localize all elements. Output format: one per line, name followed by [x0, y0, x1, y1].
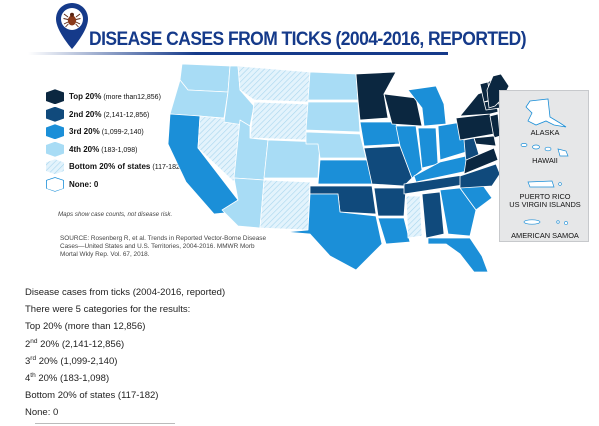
text-description: Disease cases from ticks (2004-2016, rep…	[25, 284, 225, 422]
text-item: Bottom 20% of states (117-182)	[25, 387, 225, 404]
legend-swatch-top	[46, 89, 64, 105]
territory-label-us-virgin-islands: US VIRGIN ISLANDS	[509, 200, 581, 209]
text-item-range: 20% (1,099-2,140)	[36, 355, 118, 367]
legend-range: (more than12,856)	[103, 94, 161, 102]
legend-swatch-fourth	[46, 141, 64, 157]
page-title: DISEASE CASES FROM TICKS (2004-2016, REP…	[89, 29, 527, 50]
state-pennsylvania	[455, 113, 495, 141]
text-item-suffix: th	[30, 371, 36, 379]
map-pin-icon	[56, 3, 88, 49]
legend-label: Bottom 20% of states	[69, 162, 151, 172]
legend-label: None: 0	[69, 179, 99, 189]
state-montana	[237, 65, 311, 103]
state-texas	[285, 193, 383, 271]
text-item-label: Top 20% (more than 12,856)	[25, 321, 146, 333]
hawaii-shape	[520, 143, 569, 157]
text-item-label: Bottom 20% of states (117-182)	[25, 390, 159, 402]
text-item-label: 3	[25, 355, 31, 367]
legend-swatch-bottom	[46, 159, 64, 174]
state-indiana	[417, 127, 439, 169]
state-florida	[427, 237, 489, 272]
legend-range: (117-182)	[152, 164, 183, 172]
text-item: 4th 20% (183-1,098)	[25, 370, 225, 387]
legend-item-second: 2nd 20% (2,141-12,856)	[46, 106, 182, 124]
text-item-label: 4	[25, 372, 31, 384]
text-item: None: 0	[25, 404, 225, 421]
text-item-range: 20% (183-1,098)	[35, 372, 110, 384]
legend-range: (183-1,098)	[101, 146, 138, 154]
state-washington	[179, 63, 231, 93]
state-louisiana	[377, 217, 411, 245]
legend-label: 4th 20%	[69, 144, 100, 154]
state-michigan	[407, 85, 447, 127]
legend-item-fourth: 4th 20% (183-1,098)	[46, 141, 182, 159]
title-underline	[28, 52, 448, 55]
text-item-label: 2	[25, 338, 31, 350]
state-kansas	[317, 159, 373, 185]
alaska-shape	[525, 98, 567, 128]
state-virginia	[463, 147, 499, 175]
state-nebraska	[305, 131, 367, 159]
divider	[35, 423, 175, 426]
state-wisconsin	[383, 93, 423, 127]
state-minnesota	[355, 71, 397, 121]
territory-label-alaska: ALASKA	[530, 128, 560, 137]
american-samoa-shape	[523, 219, 568, 225]
legend-swatch-third	[46, 124, 64, 140]
territory-label-hawaii: HAWAII	[532, 156, 558, 165]
territories-panel: ALASKA HAWAII PUERTO RICO US VIRGIN ISLA…	[499, 90, 589, 242]
territory-label-american-samoa: AMERICAN SAMOA	[511, 231, 579, 240]
text-item: 3rd 20% (1,099-2,140)	[25, 353, 225, 370]
legend-label: 3rd 20%	[69, 127, 100, 137]
state-georgia	[439, 187, 477, 237]
legend-item-bottom: Bottom 20% of states (117-182)	[46, 158, 182, 176]
state-iowa	[359, 121, 401, 147]
legend-range: (1,099-2,140)	[101, 129, 144, 137]
state-maine-shape	[486, 73, 510, 109]
us-choropleth-map	[167, 63, 500, 272]
legend-label: Top 20%	[69, 92, 102, 102]
legend-swatch-second	[46, 106, 64, 122]
legend: Top 20% (more than12,856) 2nd 20% (2,141-1…	[46, 88, 182, 193]
legend-range: (2,141-12,856)	[103, 111, 150, 119]
territory-label-puerto-rico: PUERTO RICO	[519, 192, 571, 201]
legend-swatch-none	[46, 177, 64, 192]
state-new-mexico	[259, 179, 311, 231]
state-arkansas	[373, 187, 407, 217]
state-alabama	[421, 191, 445, 239]
legend-item-none: None: 0	[46, 176, 182, 194]
state-colorado	[263, 139, 321, 179]
state-north-carolina	[459, 163, 500, 189]
map-note: Maps show case counts, not disease risk.	[58, 211, 173, 218]
state-maryland	[473, 135, 497, 147]
source-citation: SOURCE: Rosenberg R, et al. Trends in Re…	[60, 235, 267, 259]
state-missouri	[363, 145, 413, 187]
text-item: Top 20% (more than 12,856)	[25, 318, 225, 335]
legend-item-top: Top 20% (more than12,856)	[46, 88, 182, 106]
state-mississippi	[405, 195, 423, 239]
infographic: DISEASE CASES FROM TICKS (2004-2016, REP…	[28, 3, 589, 272]
text-heading: Disease cases from ticks (2004-2016, rep…	[25, 287, 226, 298]
text-item-label: None: 0	[25, 407, 59, 419]
tick-icon	[63, 12, 81, 28]
legend-item-third: 3rd 20% (1,099-2,140)	[46, 123, 182, 141]
state-wyoming	[249, 101, 309, 141]
puerto-rico-shape	[527, 180, 562, 188]
text-item-suffix: nd	[30, 337, 38, 345]
legend-label: 2nd 20%	[69, 109, 102, 119]
state-new-jersey	[489, 113, 500, 139]
text-item-range: 20% (2,141-12,856)	[37, 338, 125, 350]
text-item-suffix: rd	[30, 354, 37, 362]
text-item: 2nd 20% (2,141-12,856)	[25, 336, 225, 353]
text-intro: There were 5 categories for the results:	[25, 304, 191, 316]
state-north-dakota	[307, 71, 359, 101]
state-south-dakota	[305, 101, 361, 133]
